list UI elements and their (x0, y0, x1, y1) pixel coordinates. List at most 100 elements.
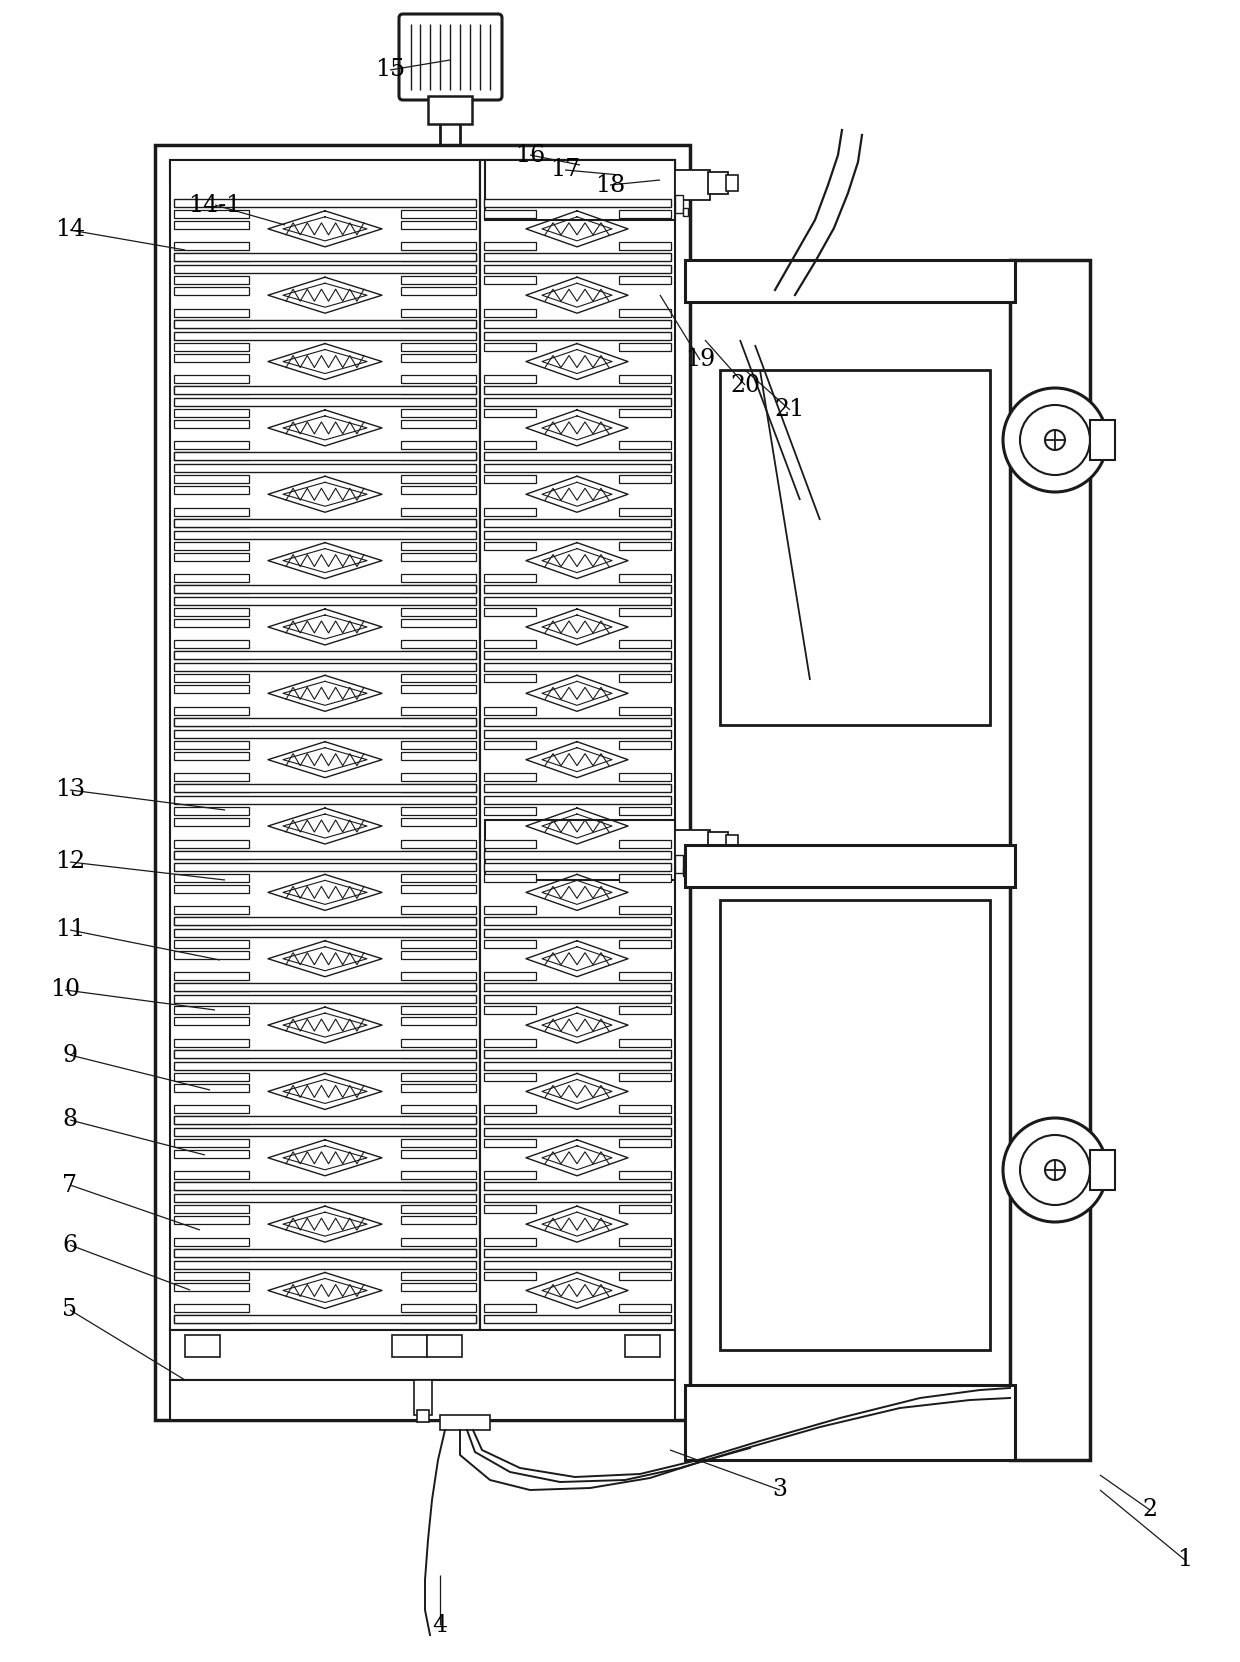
Bar (174, 585, 249, 593)
Bar (1011, 259, 1090, 1459)
Bar (401, 941, 476, 947)
Bar (174, 243, 249, 251)
Bar (484, 399, 671, 406)
Bar (401, 1050, 476, 1057)
Bar (619, 1006, 671, 1014)
Bar (174, 464, 476, 472)
Bar (484, 1062, 671, 1070)
Bar (401, 221, 476, 229)
Bar (401, 951, 476, 959)
Text: 18: 18 (595, 173, 625, 196)
Bar (619, 1271, 671, 1280)
Bar (619, 773, 671, 781)
Bar (484, 585, 671, 593)
Bar (1090, 420, 1115, 460)
Bar (484, 1195, 671, 1202)
Bar (401, 1105, 476, 1114)
Bar (484, 984, 671, 991)
Bar (484, 675, 536, 683)
Bar (401, 1315, 476, 1323)
Bar (174, 663, 476, 671)
Bar (174, 1084, 249, 1092)
Bar (485, 819, 675, 879)
FancyBboxPatch shape (399, 13, 502, 100)
Bar (484, 741, 536, 750)
Bar (174, 573, 249, 582)
Bar (174, 1261, 476, 1268)
Bar (401, 972, 476, 981)
Bar (174, 863, 476, 871)
Bar (619, 276, 671, 284)
Bar (484, 309, 536, 317)
Bar (484, 1039, 536, 1047)
Bar (174, 1283, 249, 1291)
Bar (484, 276, 536, 284)
Bar (401, 917, 476, 924)
Bar (174, 475, 249, 484)
Bar (174, 1115, 249, 1124)
Bar (174, 1248, 249, 1256)
Bar (174, 1128, 476, 1135)
Bar (174, 452, 249, 460)
Bar (401, 420, 476, 429)
Bar (174, 984, 249, 991)
Bar (401, 1115, 476, 1124)
Bar (174, 818, 249, 826)
Bar (619, 342, 671, 351)
Bar (174, 1017, 249, 1025)
Bar (401, 608, 476, 617)
Bar (401, 818, 476, 826)
Bar (401, 1271, 476, 1280)
Bar (484, 874, 536, 881)
Bar (174, 276, 249, 284)
Bar (401, 751, 476, 760)
Bar (401, 784, 476, 793)
Bar (401, 475, 476, 484)
Bar (174, 399, 476, 406)
Bar (401, 652, 476, 660)
Bar (401, 808, 476, 814)
Bar (174, 706, 249, 715)
Bar (174, 553, 249, 560)
Bar (174, 585, 476, 593)
Text: 12: 12 (55, 851, 86, 874)
Bar (484, 442, 536, 449)
Bar (484, 608, 536, 617)
Bar (484, 652, 671, 660)
Bar (174, 851, 249, 859)
Bar (174, 319, 476, 327)
Bar (484, 1105, 536, 1114)
Bar (484, 906, 536, 914)
Bar (619, 1172, 671, 1180)
Bar (401, 718, 476, 726)
Bar (174, 519, 476, 527)
Bar (401, 354, 476, 362)
Bar (484, 243, 536, 251)
Bar (185, 1335, 219, 1356)
Bar (401, 376, 476, 382)
Bar (401, 585, 476, 593)
Bar (174, 839, 249, 848)
Bar (484, 199, 671, 208)
Bar (174, 784, 249, 793)
Bar (174, 386, 476, 394)
Bar (170, 1379, 675, 1419)
Bar (484, 663, 671, 671)
Bar (401, 573, 476, 582)
Bar (401, 906, 476, 914)
Bar (174, 608, 249, 617)
Bar (401, 1283, 476, 1291)
Bar (401, 706, 476, 715)
Bar (401, 1084, 476, 1092)
Bar (174, 1050, 249, 1057)
Bar (174, 929, 476, 937)
Bar (484, 863, 671, 871)
Bar (174, 1238, 249, 1245)
Bar (708, 171, 728, 194)
Bar (619, 475, 671, 484)
Circle shape (1003, 1119, 1107, 1222)
Bar (484, 1128, 671, 1135)
Bar (401, 243, 476, 251)
Bar (174, 951, 249, 959)
Bar (401, 1182, 476, 1190)
